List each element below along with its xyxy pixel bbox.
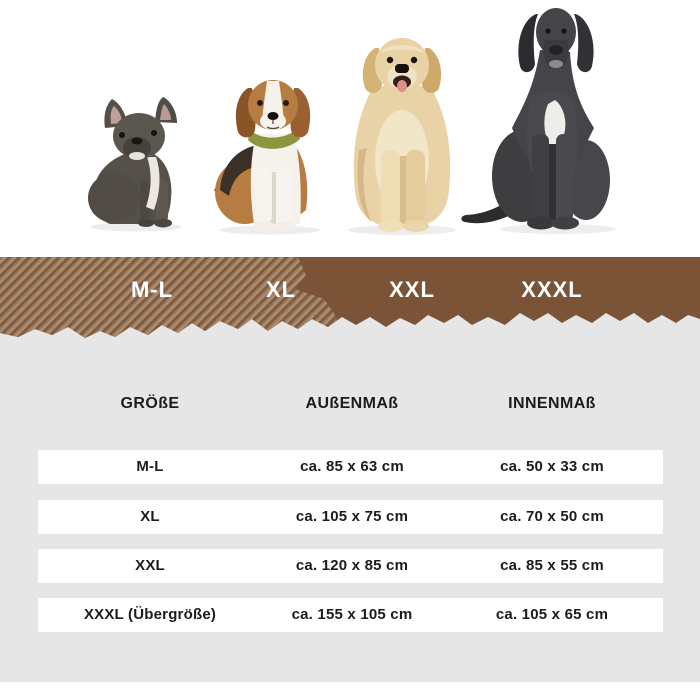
- row-inner: ca. 50 x 33 cm: [500, 458, 604, 475]
- row-size: XXL: [135, 557, 165, 574]
- row-outer: ca. 105 x 75 cm: [295, 508, 409, 525]
- row-outer: ca. 120 x 85 cm: [295, 557, 409, 574]
- banner-size-label-xxxl: XXXL: [521, 277, 583, 302]
- banner-size-label-ml: M-L: [130, 277, 174, 302]
- row-outer: ca. 155 x 105 cm: [291, 606, 413, 623]
- table-header-outer: AUßENMAß: [305, 395, 399, 412]
- row-size: XL: [140, 508, 160, 525]
- dogs-row: [0, 0, 700, 255]
- table-row: XL ca. 105 x 75 cm ca. 70 x 50 cm: [38, 500, 663, 534]
- row-outer: ca. 85 x 63 cm: [300, 458, 404, 475]
- table-row: XXL ca. 120 x 85 cm ca. 85 x 55 cm: [38, 549, 663, 583]
- row-inner: ca. 70 x 50 cm: [500, 508, 604, 525]
- banner-size-label-xl: XL: [265, 277, 297, 302]
- french-bulldog-image: [84, 95, 194, 233]
- row-size: XXXL (Übergröße): [83, 606, 217, 623]
- table-header-inner: INNENMAß: [508, 395, 596, 412]
- great-dane-image: [458, 4, 620, 234]
- table-row: M-L ca. 85 x 63 cm ca. 50 x 33 cm: [38, 450, 663, 484]
- row-inner: ca. 85 x 55 cm: [500, 557, 604, 574]
- table-row: XXXL (Übergröße) ca. 155 x 105 cm ca. 10…: [38, 598, 663, 632]
- row-inner: ca. 105 x 65 cm: [495, 606, 609, 623]
- table-header-size: GRÖßE: [120, 395, 180, 412]
- beagle-image: [212, 68, 326, 236]
- golden-retriever-image: [344, 30, 462, 235]
- row-size: M-L: [136, 458, 164, 475]
- size-banner-background: [0, 257, 700, 338]
- banner-size-label-xxl: XXL: [389, 277, 435, 302]
